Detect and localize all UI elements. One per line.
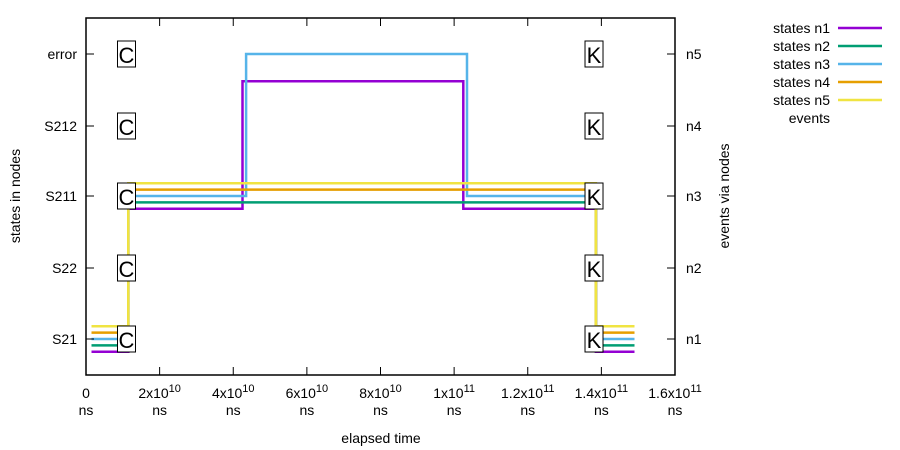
- event-marker: K: [584, 254, 604, 282]
- y-axis-right-label: events via nodes: [716, 143, 732, 248]
- event-box: [116, 325, 136, 353]
- legend-label: events: [789, 110, 830, 126]
- y-right-tick-label: n3: [686, 188, 702, 204]
- x-tick-unit: ns: [447, 402, 462, 418]
- y-right-tick-label: n5: [686, 46, 702, 62]
- event-marker: C: [116, 112, 136, 140]
- y-right-tick-label: n2: [686, 260, 702, 276]
- event-marker: K: [584, 325, 604, 353]
- event-label: K: [587, 43, 602, 68]
- x-tick-label: 2x1010: [138, 383, 181, 401]
- y-left-tick-label: S21: [52, 331, 77, 347]
- event-marker: K: [584, 112, 604, 140]
- series-line-n3: [91, 52, 635, 341]
- y-left-tick-label: S212: [44, 118, 77, 134]
- y-right-tick-label: n4: [686, 118, 702, 134]
- y-right-tick-label: n1: [686, 331, 702, 347]
- x-tick-label: 1.4x1011: [575, 383, 628, 401]
- event-box: [116, 40, 136, 68]
- legend-label: states n1: [773, 20, 830, 36]
- x-tick-label: 1x1011: [433, 383, 475, 401]
- event-marker: C: [116, 254, 136, 282]
- x-tick-unit: ns: [79, 402, 94, 418]
- x-tick-label: 4x1010: [212, 383, 255, 401]
- event-label: C: [119, 328, 135, 353]
- x-tick-unit: ns: [594, 402, 609, 418]
- x-tick-label: 1.6x1011: [648, 383, 701, 401]
- x-tick-unit: ns: [668, 402, 683, 418]
- event-marker: C: [116, 325, 136, 353]
- y-left-tick-label: S22: [52, 260, 77, 276]
- series-line-n4: [91, 188, 635, 334]
- x-tick-unit: ns: [520, 402, 535, 418]
- event-label: K: [587, 185, 602, 210]
- series-line-n5: [91, 181, 635, 328]
- x-tick-unit: ns: [152, 402, 167, 418]
- y-left-tick-label: S211: [45, 188, 77, 204]
- x-tick-unit: ns: [299, 402, 314, 418]
- x-tick-unit: ns: [373, 402, 388, 418]
- event-marker: K: [584, 40, 604, 68]
- axes: 0ns2x1010ns4x1010ns6x1010ns8x1010ns1x101…: [44, 18, 702, 418]
- event-box: [116, 112, 136, 140]
- legend: states n1 states n2 states n3 states n4 stat…: [773, 20, 882, 126]
- event-box: [584, 182, 604, 210]
- event-label: K: [587, 328, 602, 353]
- event-label: K: [587, 115, 602, 140]
- series-line-n1: [91, 79, 635, 354]
- legend-label: states n5: [773, 92, 830, 108]
- legend-label: states n2: [773, 38, 830, 54]
- x-tick-unit: ns: [226, 402, 241, 418]
- event-box: [584, 254, 604, 282]
- event-marker: C: [116, 182, 136, 210]
- x-tick-label: 1.2x1011: [501, 383, 554, 401]
- x-tick-label: 6x1010: [286, 383, 329, 401]
- legend-label: states n4: [773, 74, 830, 90]
- event-label: C: [119, 43, 135, 68]
- event-marker: C: [116, 40, 136, 68]
- event-label: C: [119, 185, 135, 210]
- event-box: [584, 40, 604, 68]
- event-label: C: [119, 115, 135, 140]
- x-axis-label: elapsed time: [341, 430, 421, 446]
- event-box: [116, 254, 136, 282]
- series-lines: [91, 52, 635, 354]
- y-axis-left-label: states in nodes: [7, 149, 23, 243]
- event-markers: C C C C C K K K K K: [116, 40, 604, 353]
- event-box: [584, 325, 604, 353]
- event-label: K: [587, 257, 602, 282]
- x-tick-label: 8x1010: [359, 383, 402, 401]
- event-label: C: [119, 257, 135, 282]
- event-marker: K: [584, 182, 604, 210]
- x-tick-label: 0: [82, 385, 90, 401]
- legend-label: states n3: [773, 56, 830, 72]
- event-box: [116, 182, 136, 210]
- event-box: [584, 112, 604, 140]
- y-left-tick-label: error: [47, 46, 77, 62]
- series-line-n2: [91, 201, 635, 347]
